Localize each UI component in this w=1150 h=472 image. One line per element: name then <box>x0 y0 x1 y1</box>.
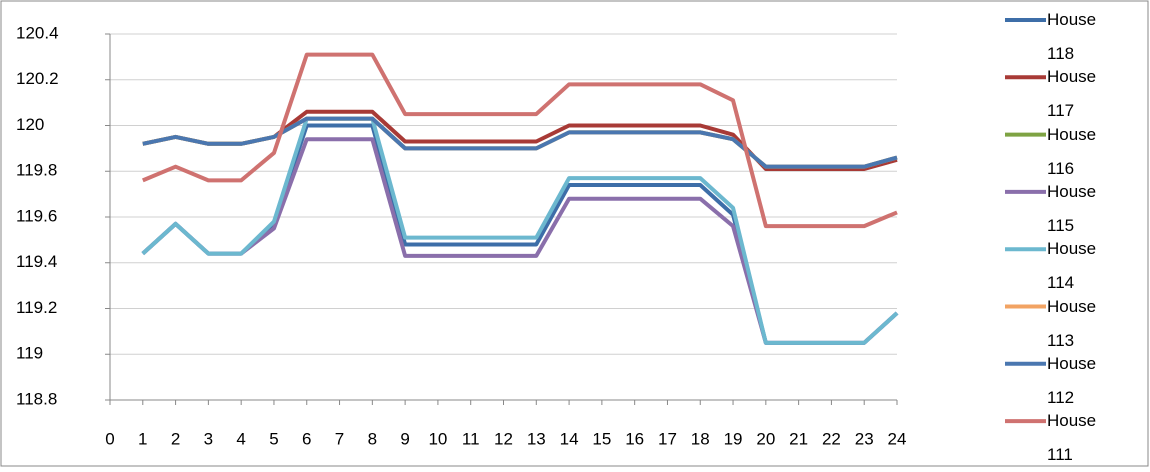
y-tick-label: 119.4 <box>16 252 57 271</box>
x-tick-label: 10 <box>428 429 447 448</box>
x-tick-label: 15 <box>592 429 611 448</box>
legend-label: House 116 <box>1047 124 1097 178</box>
x-tick-label: 0 <box>105 429 114 448</box>
legend-label: House 115 <box>1047 181 1097 235</box>
x-tick-label: 4 <box>236 429 245 448</box>
x-tick-label: 19 <box>724 429 743 448</box>
series-line <box>142 52 898 229</box>
x-tick-label: 22 <box>822 429 841 448</box>
x-tick-label: 21 <box>789 429 808 448</box>
legend-label: House 113 <box>1047 296 1097 350</box>
y-tick-label: 119.6 <box>16 206 57 225</box>
y-tick-label: 120.4 <box>16 23 59 42</box>
x-tick-label: 6 <box>302 429 311 448</box>
legend-label: House 112 <box>1047 353 1097 407</box>
x-tick-label: 17 <box>658 429 677 448</box>
series-line <box>141 116 899 345</box>
x-tick-label: 12 <box>494 429 513 448</box>
x-tick-label: 23 <box>855 429 874 448</box>
legend-label: House 117 <box>1047 67 1097 121</box>
x-tick-label: 1 <box>138 429 147 448</box>
legend-label: House 114 <box>1047 239 1097 293</box>
x-tick-label: 11 <box>462 429 480 448</box>
x-tick-label: 8 <box>368 429 377 448</box>
y-tick-label: 119.2 <box>16 298 57 317</box>
y-tick-label: 119.8 <box>16 161 57 180</box>
x-tick-label: 2 <box>171 429 180 448</box>
x-tick-label: 3 <box>204 429 213 448</box>
x-tick-label: 20 <box>756 429 775 448</box>
x-tick-label: 24 <box>888 429 907 448</box>
legend-label: House 118 <box>1047 10 1097 63</box>
y-tick-label: 119 <box>16 344 43 363</box>
series-line <box>142 116 898 169</box>
legend-label: House 111 <box>1047 411 1097 465</box>
x-tick-label: 16 <box>625 429 644 448</box>
x-tick-label: 13 <box>527 429 546 448</box>
x-tick-label: 7 <box>335 429 344 448</box>
y-tick-label: 120 <box>16 115 44 134</box>
y-tick-label: 118.8 <box>16 389 57 408</box>
x-tick-label: 5 <box>269 429 278 448</box>
x-tick-label: 18 <box>691 429 710 448</box>
x-tick-label: 9 <box>400 429 409 448</box>
y-tick-label: 120.2 <box>16 69 59 88</box>
x-tick-label: 14 <box>560 429 579 448</box>
